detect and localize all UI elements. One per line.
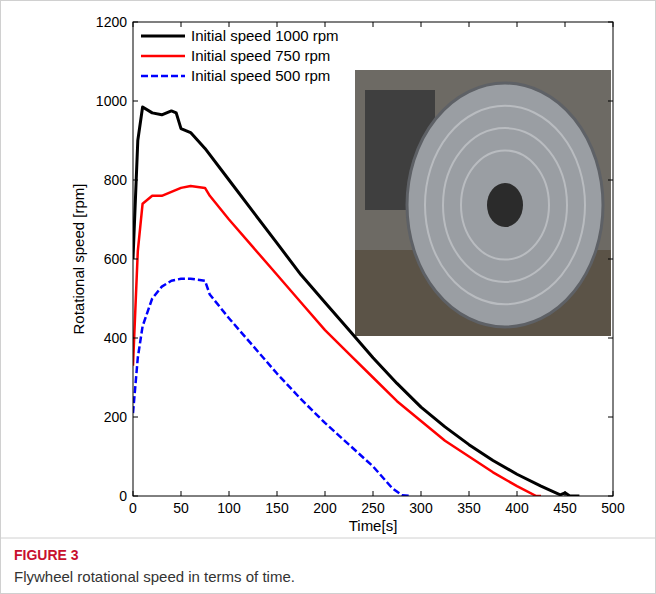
plot-frame: [133, 22, 613, 496]
x-axis-title: Time[s]: [349, 517, 398, 534]
y-tick-label: 800: [104, 172, 128, 188]
series-line: [133, 186, 541, 496]
y-tick: [133, 496, 138, 497]
x-tick-label: 0: [129, 500, 137, 516]
x-tick-label: 300: [409, 500, 433, 516]
y-tick: [133, 417, 138, 418]
photo-flywheel-ring: [443, 128, 567, 282]
y-axis-title: Rotational speed [rpm]: [70, 184, 87, 335]
x-tick: [277, 491, 278, 496]
legend-swatch: [141, 55, 185, 58]
x-tick: [421, 491, 422, 496]
y-tick-label: 0: [119, 488, 127, 504]
figure-label: FIGURE 3: [14, 547, 79, 563]
legend-label: Initial speed 750 rpm: [191, 47, 330, 64]
x-tick-top: [517, 22, 518, 27]
series-group: [133, 107, 579, 496]
x-tick-label: 200: [313, 500, 337, 516]
x-tick-top: [421, 22, 422, 27]
x-tick: [229, 491, 230, 496]
y-tick-right: [608, 259, 613, 260]
series-line: [133, 107, 579, 496]
x-tick-label: 50: [173, 500, 189, 516]
x-tick-top: [565, 22, 566, 27]
x-tick: [373, 491, 374, 496]
photo-flywheel-ring: [461, 150, 549, 259]
series-line: [133, 279, 411, 496]
x-tick: [325, 491, 326, 496]
y-tick-right: [608, 338, 613, 339]
photo-background: [355, 70, 611, 336]
x-tick-label: 400: [505, 500, 529, 516]
y-tick: [133, 22, 138, 23]
x-tick-label: 500: [601, 500, 625, 516]
x-tick: [133, 491, 134, 496]
y-tick: [133, 101, 138, 102]
y-tick-right: [608, 496, 613, 497]
y-tick-label: 200: [104, 409, 128, 425]
x-tick-label: 250: [361, 500, 385, 516]
figure-caption: Flywheel rotational speed in terms of ti…: [14, 568, 295, 585]
x-tick: [181, 491, 182, 496]
legend: Initial speed 1000 rpm Initial speed 750 …: [141, 27, 339, 84]
y-tick-label: 1000: [96, 93, 127, 109]
y-tick-right: [608, 417, 613, 418]
photo-inset: [355, 70, 611, 336]
y-tick-right: [608, 180, 613, 181]
caption-separator: [0, 538, 656, 539]
x-tick: [613, 491, 614, 496]
photo-hub: [487, 183, 523, 227]
x-tick-label: 150: [265, 500, 289, 516]
legend-label: Initial speed 500 rpm: [191, 67, 330, 84]
x-tick-top: [133, 22, 134, 27]
y-tick: [133, 259, 138, 260]
y-tick-right: [608, 22, 613, 23]
legend-label: Initial speed 1000 rpm: [191, 27, 339, 44]
photo-flywheel: [407, 83, 603, 327]
y-tick-label: 600: [104, 251, 128, 267]
photo-flywheel-ring: [425, 106, 585, 304]
x-tick-top: [613, 22, 614, 27]
x-tick-top: [181, 22, 182, 27]
x-tick: [469, 491, 470, 496]
x-tick: [517, 491, 518, 496]
x-tick-label: 450: [553, 500, 577, 516]
x-tick-label: 350: [457, 500, 481, 516]
x-tick-top: [469, 22, 470, 27]
figure-frame: [1, 1, 656, 594]
plot-area: [133, 22, 613, 496]
legend-swatch: [141, 35, 185, 38]
x-tick: [565, 491, 566, 496]
y-tick-right: [608, 101, 613, 102]
legend-swatch: [141, 75, 185, 78]
x-tick-label: 100: [217, 500, 241, 516]
y-tick: [133, 180, 138, 181]
y-tick: [133, 338, 138, 339]
y-tick-label: 400: [104, 330, 128, 346]
y-tick-label: 1200: [96, 14, 127, 30]
chart: 0 50 100 150 200 250 300 350 400 450 500 0 200 400 600…: [0, 0, 656, 594]
x-tick-top: [373, 22, 374, 27]
